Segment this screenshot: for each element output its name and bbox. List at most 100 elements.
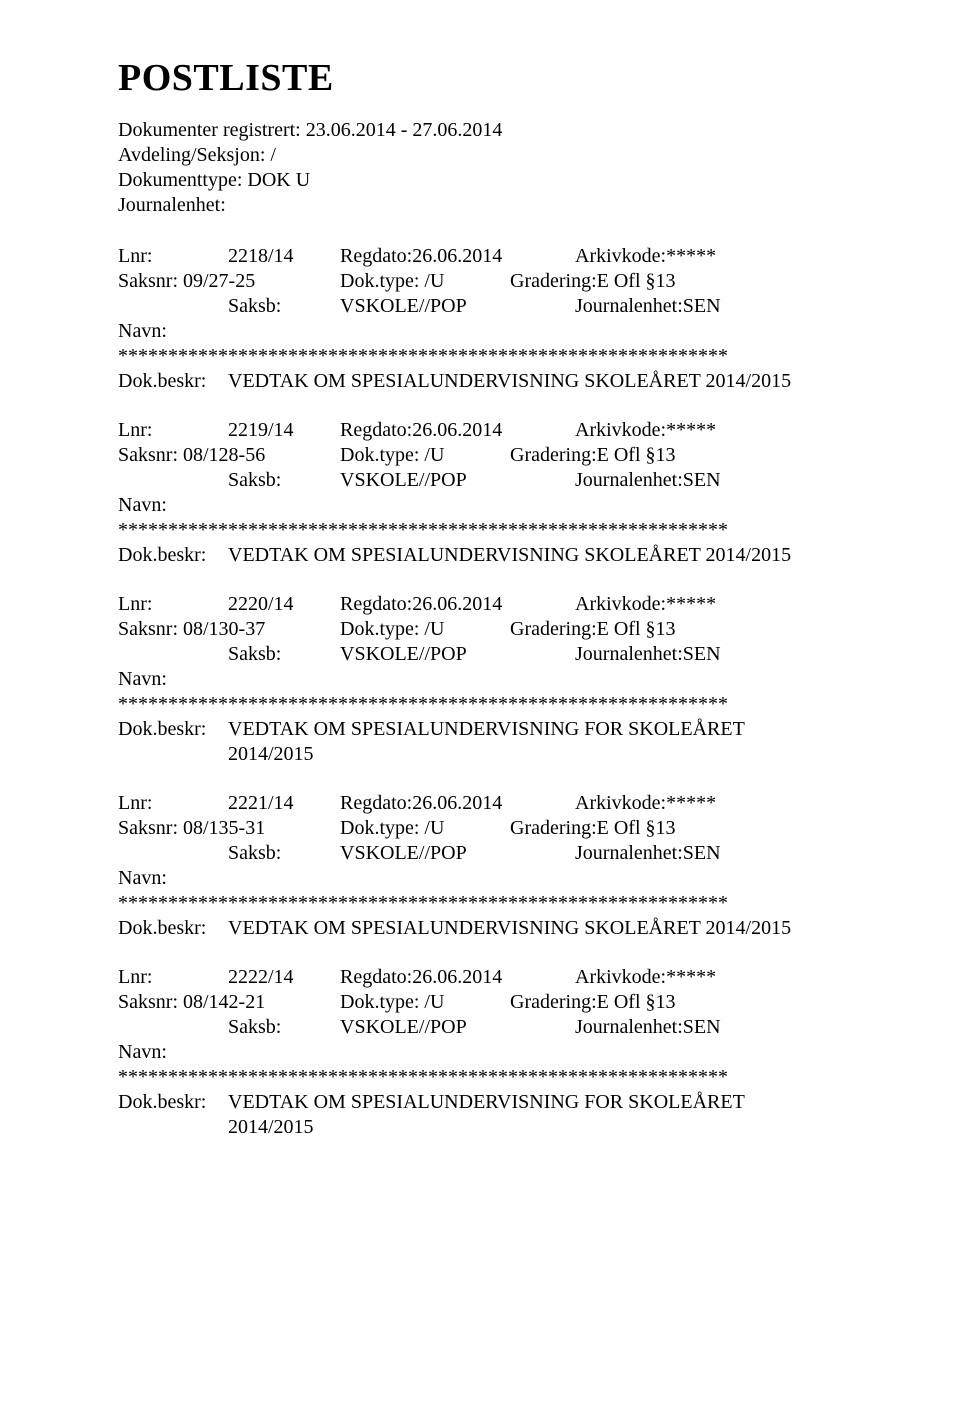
doktype: Dok.type: /U (340, 443, 510, 468)
journalenhet: Journalenhet:SEN (575, 468, 721, 493)
entry-row-lnr: Lnr:2219/14Regdato:26.06.2014Arkivkode:*… (118, 418, 852, 443)
arkivkode: Arkivkode:***** (575, 592, 716, 617)
arkivkode: Arkivkode:***** (575, 791, 716, 816)
entry-row-saksb: Saksb:VSKOLE//POPJournalenhet:SEN (118, 642, 852, 667)
journalenhet: Journalenhet:SEN (575, 642, 721, 667)
entry-row-saksnr: Saksnr: 09/27-25Dok.type: /UGradering:E … (118, 269, 852, 294)
lnr-value: 2221/14 (228, 791, 340, 816)
entry-row-stars: ****************************************… (118, 891, 852, 916)
entry-row-stars: ****************************************… (118, 692, 852, 717)
meta-line-2: Avdeling/Seksjon: / (118, 143, 852, 168)
redaction-stars: ****************************************… (118, 1065, 728, 1090)
journalenhet: Journalenhet:SEN (575, 1015, 721, 1040)
lnr-label: Lnr: (118, 791, 228, 816)
dokbeskr-label: Dok.beskr: (118, 1090, 228, 1115)
entry-row-navn: Navn: (118, 319, 852, 344)
dokbeskr-label: Dok.beskr: (118, 916, 228, 941)
entry-row-lnr: Lnr:2220/14Regdato:26.06.2014Arkivkode:*… (118, 592, 852, 617)
lnr-value: 2219/14 (228, 418, 340, 443)
entry-row-lnr: Lnr:2221/14Regdato:26.06.2014Arkivkode:*… (118, 791, 852, 816)
doktype: Dok.type: /U (340, 269, 510, 294)
entry: Lnr:2222/14Regdato:26.06.2014Arkivkode:*… (118, 965, 852, 1140)
entry-row-saksb: Saksb:VSKOLE//POPJournalenhet:SEN (118, 468, 852, 493)
dokbeskr-value: VEDTAK OM SPESIALUNDERVISNING FOR SKOLEÅ… (228, 717, 745, 742)
saksnr: Saksnr: 08/142-21 (118, 990, 340, 1015)
regdato: Regdato:26.06.2014 (340, 965, 575, 990)
saksnr: Saksnr: 08/135-31 (118, 816, 340, 841)
lnr-label: Lnr: (118, 244, 228, 269)
lnr-label: Lnr: (118, 418, 228, 443)
entry-row-beskr-cont: 2014/2015 (118, 1115, 852, 1140)
arkivkode: Arkivkode:***** (575, 965, 716, 990)
saksb-value: VSKOLE//POP (340, 468, 575, 493)
saksb-label: Saksb: (228, 294, 340, 319)
saksnr: Saksnr: 09/27-25 (118, 269, 340, 294)
dokbeskr-value: VEDTAK OM SPESIALUNDERVISNING SKOLEÅRET … (228, 543, 791, 568)
entry-row-saksb: Saksb:VSKOLE//POPJournalenhet:SEN (118, 1015, 852, 1040)
saksb-label: Saksb: (228, 841, 340, 866)
page: POSTLISTE Dokumenter registrert: 23.06.2… (0, 0, 960, 1212)
entry: Lnr:2221/14Regdato:26.06.2014Arkivkode:*… (118, 791, 852, 941)
entry: Lnr:2219/14Regdato:26.06.2014Arkivkode:*… (118, 418, 852, 568)
redaction-stars: ****************************************… (118, 518, 728, 543)
gradering: Gradering:E Ofl §13 (510, 990, 676, 1015)
journalenhet: Journalenhet:SEN (575, 294, 721, 319)
navn-label: Navn: (118, 493, 167, 518)
saksb-value: VSKOLE//POP (340, 841, 575, 866)
dokbeskr-label: Dok.beskr: (118, 543, 228, 568)
journalenhet: Journalenhet:SEN (575, 841, 721, 866)
gradering: Gradering:E Ofl §13 (510, 816, 676, 841)
entry-row-beskr: Dok.beskr:VEDTAK OM SPESIALUNDERVISNING … (118, 1090, 852, 1115)
entry-row-saksb: Saksb:VSKOLE//POPJournalenhet:SEN (118, 841, 852, 866)
entry-row-lnr: Lnr:2218/14Regdato:26.06.2014Arkivkode:*… (118, 244, 852, 269)
gradering: Gradering:E Ofl §13 (510, 617, 676, 642)
redaction-stars: ****************************************… (118, 891, 728, 916)
entry-row-beskr: Dok.beskr:VEDTAK OM SPESIALUNDERVISNING … (118, 543, 852, 568)
entry: Lnr:2220/14Regdato:26.06.2014Arkivkode:*… (118, 592, 852, 767)
doktype: Dok.type: /U (340, 990, 510, 1015)
entry-row-saksnr: Saksnr: 08/142-21Dok.type: /UGradering:E… (118, 990, 852, 1015)
lnr-value: 2218/14 (228, 244, 340, 269)
dokbeskr-label: Dok.beskr: (118, 717, 228, 742)
navn-label: Navn: (118, 319, 167, 344)
entry: Lnr:2218/14Regdato:26.06.2014Arkivkode:*… (118, 244, 852, 394)
navn-label: Navn: (118, 866, 167, 891)
navn-label: Navn: (118, 667, 167, 692)
meta-line-1: Dokumenter registrert: 23.06.2014 - 27.0… (118, 118, 852, 143)
gradering: Gradering:E Ofl §13 (510, 269, 676, 294)
meta-line-4: Journalenhet: (118, 193, 852, 218)
lnr-label: Lnr: (118, 965, 228, 990)
entry-row-lnr: Lnr:2222/14Regdato:26.06.2014Arkivkode:*… (118, 965, 852, 990)
entry-row-saksnr: Saksnr: 08/128-56Dok.type: /UGradering:E… (118, 443, 852, 468)
dokbeskr-value-cont: 2014/2015 (228, 1115, 314, 1140)
entry-row-stars: ****************************************… (118, 344, 852, 369)
dokbeskr-label: Dok.beskr: (118, 369, 228, 394)
regdato: Regdato:26.06.2014 (340, 244, 575, 269)
redaction-stars: ****************************************… (118, 344, 728, 369)
doktype: Dok.type: /U (340, 617, 510, 642)
lnr-label: Lnr: (118, 592, 228, 617)
redaction-stars: ****************************************… (118, 692, 728, 717)
gradering: Gradering:E Ofl §13 (510, 443, 676, 468)
entry-row-stars: ****************************************… (118, 518, 852, 543)
entry-row-beskr: Dok.beskr:VEDTAK OM SPESIALUNDERVISNING … (118, 717, 852, 742)
entry-row-stars: ****************************************… (118, 1065, 852, 1090)
regdato: Regdato:26.06.2014 (340, 418, 575, 443)
saksb-value: VSKOLE//POP (340, 1015, 575, 1040)
entry-row-navn: Navn: (118, 1040, 852, 1065)
dokbeskr-value-cont: 2014/2015 (228, 742, 314, 767)
entry-row-saksnr: Saksnr: 08/130-37Dok.type: /UGradering:E… (118, 617, 852, 642)
entry-row-navn: Navn: (118, 493, 852, 518)
saksnr: Saksnr: 08/130-37 (118, 617, 340, 642)
meta-line-3: Dokumenttype: DOK U (118, 168, 852, 193)
dokbeskr-value: VEDTAK OM SPESIALUNDERVISNING SKOLEÅRET … (228, 369, 791, 394)
navn-label: Navn: (118, 1040, 167, 1065)
lnr-value: 2220/14 (228, 592, 340, 617)
saksb-value: VSKOLE//POP (340, 642, 575, 667)
arkivkode: Arkivkode:***** (575, 418, 716, 443)
dokbeskr-value: VEDTAK OM SPESIALUNDERVISNING FOR SKOLEÅ… (228, 1090, 745, 1115)
dokbeskr-value: VEDTAK OM SPESIALUNDERVISNING SKOLEÅRET … (228, 916, 791, 941)
entry-row-beskr: Dok.beskr:VEDTAK OM SPESIALUNDERVISNING … (118, 369, 852, 394)
saksb-label: Saksb: (228, 468, 340, 493)
entry-row-saksb: Saksb:VSKOLE//POPJournalenhet:SEN (118, 294, 852, 319)
